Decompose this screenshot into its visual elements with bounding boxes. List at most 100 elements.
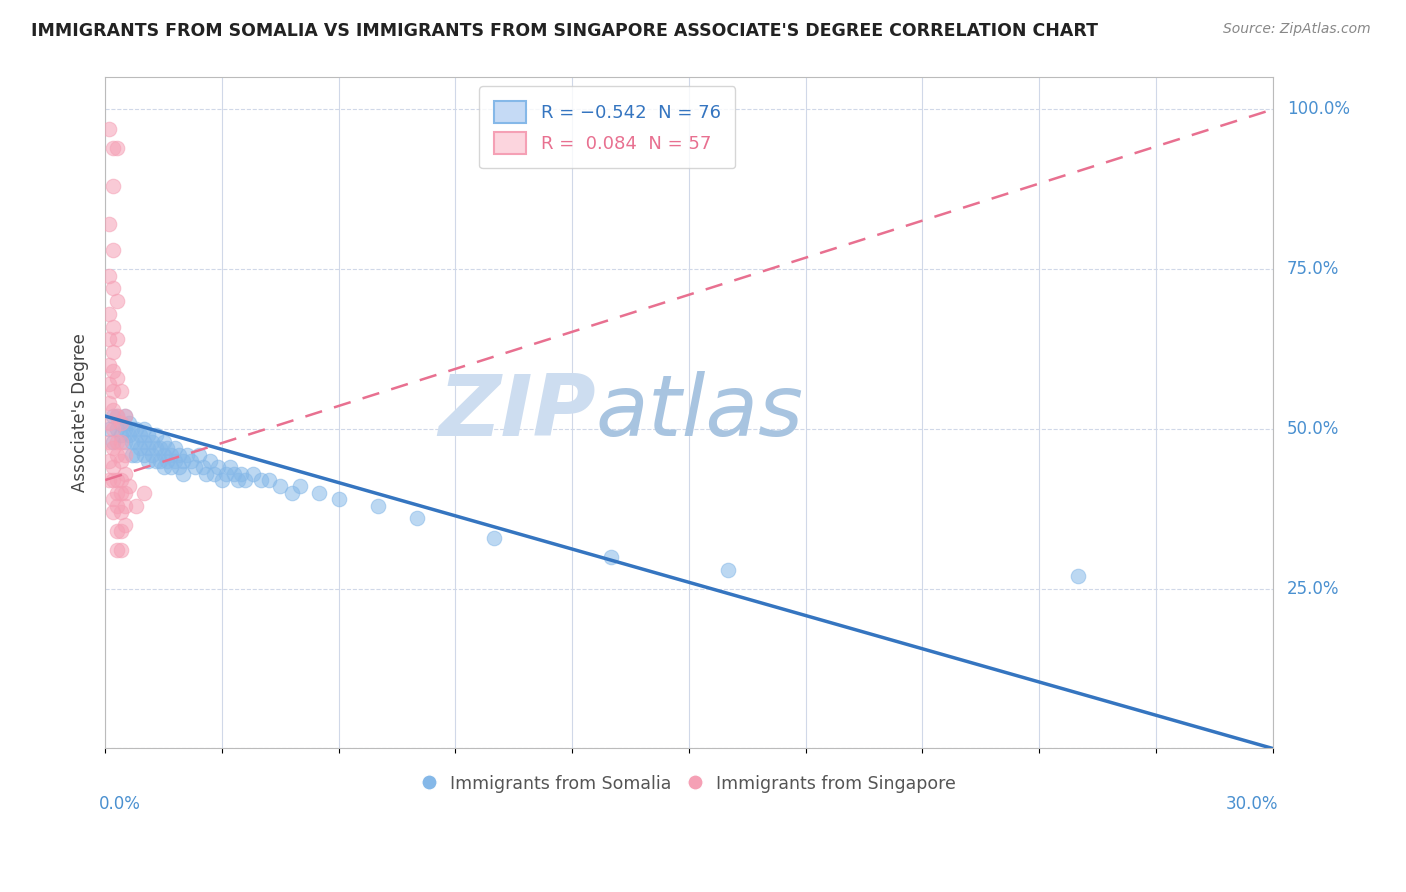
Text: 100.0%: 100.0% (1286, 101, 1350, 119)
Point (160, 460, 183, 475)
Point (600, 549, 623, 564)
Point (187, 448, 209, 462)
Point (114, 409, 136, 424)
Point (167, 448, 190, 462)
Point (101, 384, 124, 398)
Point (114, 422, 136, 436)
Point (134, 486, 156, 500)
Point (114, 467, 136, 481)
Point (105, 409, 128, 424)
Point (202, 467, 225, 481)
Point (145, 441, 167, 455)
Point (110, 505, 132, 519)
Point (183, 460, 205, 475)
Point (98, 121, 121, 136)
Point (101, 179, 124, 194)
Point (98, 422, 121, 436)
Point (105, 448, 128, 462)
Point (165, 454, 187, 468)
Point (105, 473, 128, 487)
Point (136, 428, 159, 442)
Text: 30.0%: 30.0% (1226, 796, 1278, 814)
Y-axis label: Associate's Degree: Associate's Degree (72, 334, 89, 492)
Point (98, 377, 121, 392)
Point (98, 396, 121, 410)
Point (145, 428, 167, 442)
Point (98, 473, 121, 487)
Point (101, 402, 124, 417)
Point (105, 543, 128, 558)
Point (156, 454, 179, 468)
Point (98, 333, 121, 347)
Point (105, 333, 128, 347)
Point (98, 434, 121, 449)
Point (110, 473, 132, 487)
Text: Source: ZipAtlas.com: Source: ZipAtlas.com (1223, 22, 1371, 37)
Point (101, 409, 124, 424)
Point (105, 409, 128, 424)
Point (101, 364, 124, 378)
Point (125, 448, 148, 462)
Point (152, 448, 174, 462)
Point (101, 492, 124, 507)
Point (101, 345, 124, 359)
Point (207, 460, 229, 475)
Point (160, 448, 183, 462)
Legend: Immigrants from Somalia, Immigrants from Singapore: Immigrants from Somalia, Immigrants from… (415, 768, 963, 800)
Point (165, 441, 187, 455)
Point (101, 441, 124, 455)
Text: IMMIGRANTS FROM SOMALIA VS IMMIGRANTS FROM SINGAPORE ASSOCIATE'S DEGREE CORRELAT: IMMIGRANTS FROM SOMALIA VS IMMIGRANTS FR… (31, 22, 1098, 40)
Point (105, 371, 128, 385)
Point (98, 416, 121, 430)
Point (101, 319, 124, 334)
Point (200, 454, 222, 468)
Point (233, 473, 256, 487)
Point (136, 454, 159, 468)
Point (145, 454, 167, 468)
Point (110, 416, 132, 430)
Point (149, 441, 172, 455)
Point (367, 499, 389, 513)
Point (98, 268, 121, 283)
Point (134, 434, 156, 449)
Point (105, 499, 128, 513)
Point (101, 281, 124, 295)
Point (110, 434, 132, 449)
Point (129, 441, 152, 455)
Point (110, 454, 132, 468)
Point (117, 416, 139, 430)
Point (125, 422, 148, 436)
Point (231, 467, 253, 481)
Point (308, 486, 330, 500)
Point (110, 543, 132, 558)
Point (281, 486, 304, 500)
Point (288, 479, 311, 493)
Point (218, 460, 240, 475)
Point (152, 460, 174, 475)
Point (105, 422, 128, 436)
Point (717, 562, 740, 576)
Point (101, 505, 124, 519)
Point (114, 486, 136, 500)
Point (101, 243, 124, 257)
Point (129, 428, 152, 442)
Point (110, 384, 132, 398)
Point (125, 499, 148, 513)
Point (98, 218, 121, 232)
Point (101, 473, 124, 487)
Point (141, 448, 163, 462)
Point (101, 141, 124, 155)
Point (136, 441, 159, 455)
Point (105, 141, 128, 155)
Text: 75.0%: 75.0% (1286, 260, 1339, 278)
Point (110, 524, 132, 539)
Point (167, 460, 190, 475)
Point (101, 422, 124, 436)
Point (105, 486, 128, 500)
Point (191, 460, 214, 475)
Point (110, 416, 132, 430)
Point (152, 434, 174, 449)
Point (105, 434, 128, 449)
Point (114, 448, 136, 462)
Point (405, 511, 427, 525)
